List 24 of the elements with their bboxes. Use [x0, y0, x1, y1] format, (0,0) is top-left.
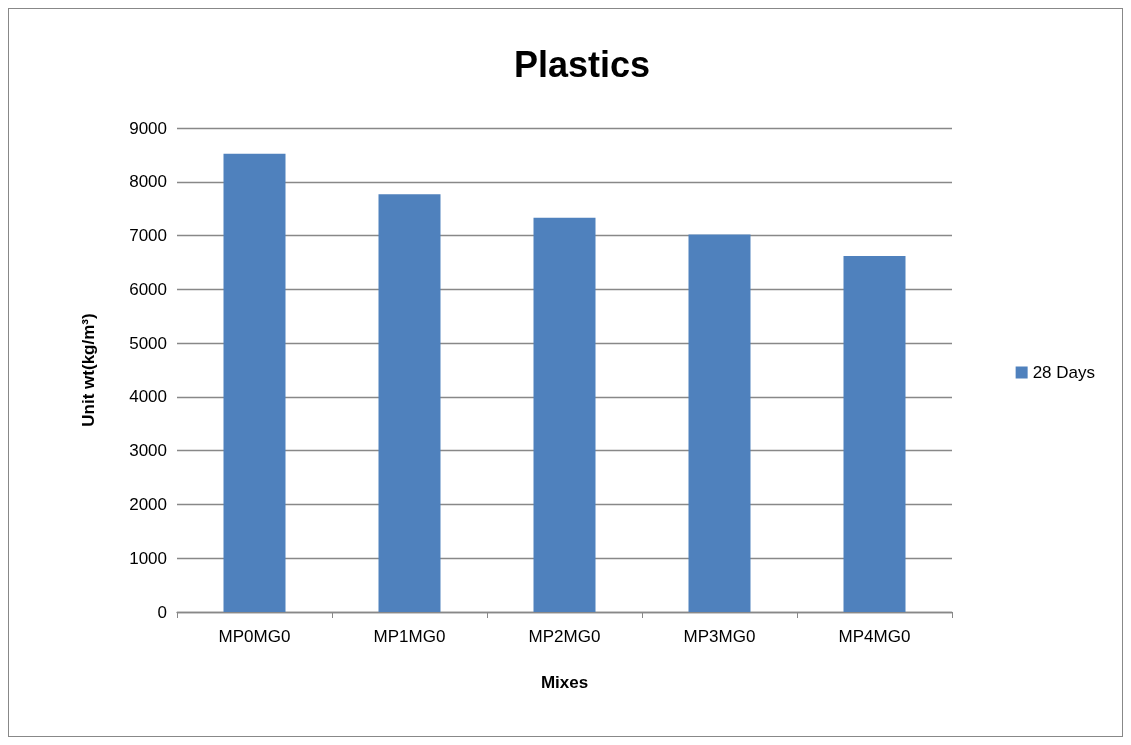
x-tick-label: MP2MG0: [528, 627, 601, 646]
x-tick-label: MP4MG0: [838, 627, 911, 646]
y-tick-label: 7000: [129, 226, 167, 246]
bar: [533, 217, 596, 612]
y-tick-label: 1000: [129, 548, 167, 568]
bar: [843, 255, 906, 612]
y-tick-label: 3000: [129, 441, 167, 461]
bar: [378, 194, 441, 612]
chart-title: Plastics: [513, 43, 651, 85]
x-axis-title: Mixes: [540, 673, 589, 692]
x-tick-label: MP0MG0: [218, 627, 291, 646]
legend-label: 28 Days: [1032, 363, 1096, 382]
x-tick-label: MP1MG0: [373, 627, 446, 646]
y-tick-label: 5000: [129, 333, 167, 353]
y-tick-label: 0: [157, 602, 167, 622]
bar: [688, 234, 751, 612]
y-tick-label: 8000: [129, 172, 167, 192]
y-tick-label: 2000: [129, 494, 167, 514]
y-tick-label: 9000: [129, 118, 167, 138]
bar: [223, 153, 286, 612]
y-tick-label: 4000: [129, 387, 167, 407]
x-tick-label: MP3MG0: [683, 627, 756, 646]
y-axis-title: Unit wt(kg/m³): [79, 313, 98, 427]
y-tick-label: 6000: [129, 279, 167, 299]
